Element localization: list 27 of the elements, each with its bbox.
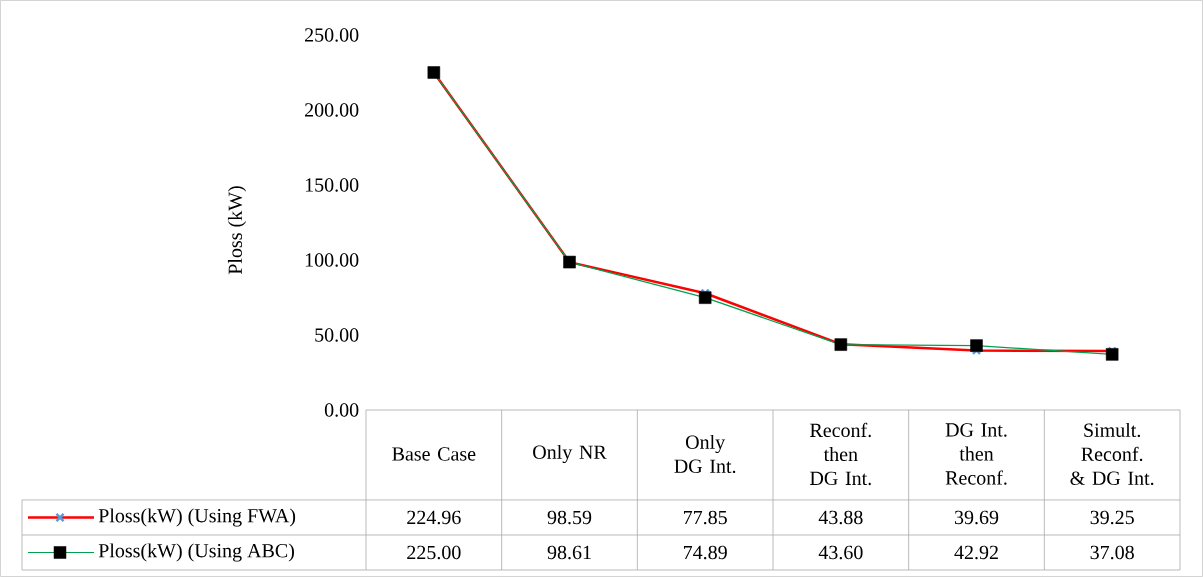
data-label: 39.69 <box>954 510 999 525</box>
x-tick-label: Only DG Int. <box>674 434 736 474</box>
y-tick-label: 150.00 <box>305 178 359 192</box>
data-label: 98.61 <box>547 545 591 560</box>
x-tick-label: Simult. Reconf. & DG Int. <box>1070 422 1154 486</box>
data-label: 43.60 <box>818 545 863 560</box>
y-tick-label: 100.00 <box>305 253 359 267</box>
data-label: 98.59 <box>547 510 592 525</box>
y-tick-label: 250.00 <box>305 28 359 42</box>
legend-label: Ploss(kW) (Using ABC) <box>98 543 294 562</box>
data-label: 37.08 <box>1090 545 1134 560</box>
data-label: 74.89 <box>683 545 727 560</box>
x-tick-label: Only NR <box>533 444 607 464</box>
y-tick-label: 0.00 <box>324 403 359 417</box>
x-tick-label: DG Int. then Reconf. <box>945 423 1007 485</box>
data-label: 43.88 <box>818 510 863 525</box>
data-label: 77.85 <box>683 510 727 525</box>
x-tick-label: Reconf. then DG Int. <box>810 422 871 486</box>
data-label: 224.96 <box>407 510 461 525</box>
data-label: 42.92 <box>954 545 998 560</box>
data-label: 39.25 <box>1090 510 1134 525</box>
data-label: 225.00 <box>407 545 461 560</box>
y-tick-label: 50.00 <box>315 328 359 342</box>
y-tick-label: 200.00 <box>305 103 359 117</box>
y-axis-title: Ploss (kW) <box>227 186 247 275</box>
legend-label: Ploss(kW) (Using FWA) <box>98 508 296 527</box>
x-tick-label: Base Case <box>392 447 476 461</box>
